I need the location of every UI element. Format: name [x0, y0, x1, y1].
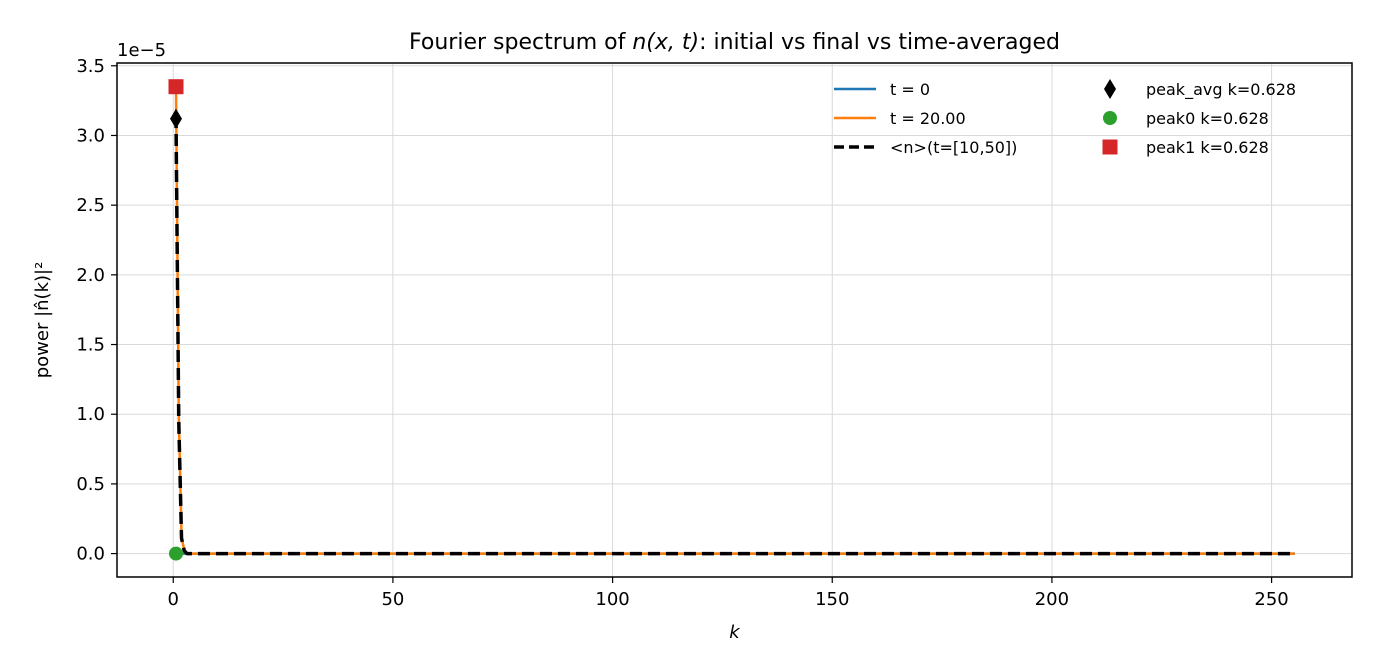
legend-marker — [1102, 139, 1118, 155]
x-tick-label: 250 — [1254, 589, 1288, 610]
legend-label: peak_avg k=0.628 — [1146, 80, 1296, 100]
x-tick-label: 200 — [1035, 589, 1069, 610]
plot-frame — [116, 62, 1353, 578]
y-axis-label: power |n̂(k)|² — [32, 262, 53, 379]
y-tick-label: 0.0 — [76, 544, 105, 565]
x-tick-label: 0 — [168, 589, 179, 610]
chart-title: Fourier spectrum of n(x, t): initial vs … — [409, 30, 1060, 55]
legend-marker — [1103, 111, 1117, 125]
y-tick-label: 0.5 — [76, 474, 105, 495]
title-math: n(x, t) — [632, 30, 699, 55]
plot-area — [168, 79, 1295, 561]
y-axis: 0.0 0.5 1.0 1.5 2.0 2.5 3.0 3.5 — [76, 56, 117, 565]
legend-label: t = 20.00 — [890, 109, 966, 128]
y-tick-label: 1.0 — [76, 404, 105, 425]
x-tick-label: 150 — [815, 589, 849, 610]
legend-label: t = 0 — [890, 80, 930, 99]
peak-marker — [168, 79, 184, 95]
y-tick-label: 3.5 — [76, 56, 105, 77]
legend: t = 0 t = 20.00 <n>(t=[10,50]) peak_avg k=0… — [834, 79, 1296, 157]
peak-marker — [169, 108, 182, 129]
legend-marker — [1104, 79, 1116, 99]
legend-label: peak1 k=0.628 — [1146, 138, 1269, 157]
y-tick-label: 1.5 — [76, 335, 105, 356]
legend-label: <n>(t=[10,50]) — [890, 138, 1017, 157]
title-suffix: : initial vs final vs time-averaged — [699, 30, 1060, 55]
grid — [117, 63, 1352, 577]
x-tick-label: 50 — [381, 589, 404, 610]
y-tick-label: 2.5 — [76, 195, 105, 216]
x-axis-label: k — [729, 622, 741, 643]
y-tick-label: 2.0 — [76, 265, 105, 286]
y-tick-label: 3.0 — [76, 125, 105, 146]
series-line — [173, 117, 1295, 556]
x-tick-label: 100 — [595, 589, 629, 610]
peak-marker — [168, 546, 183, 561]
legend-label: peak0 k=0.628 — [1146, 109, 1269, 128]
y-offset-label: 1e−5 — [117, 40, 166, 61]
x-axis: 0 50 100 150 200 250 — [168, 577, 1289, 610]
title-prefix: Fourier spectrum of — [409, 30, 632, 55]
